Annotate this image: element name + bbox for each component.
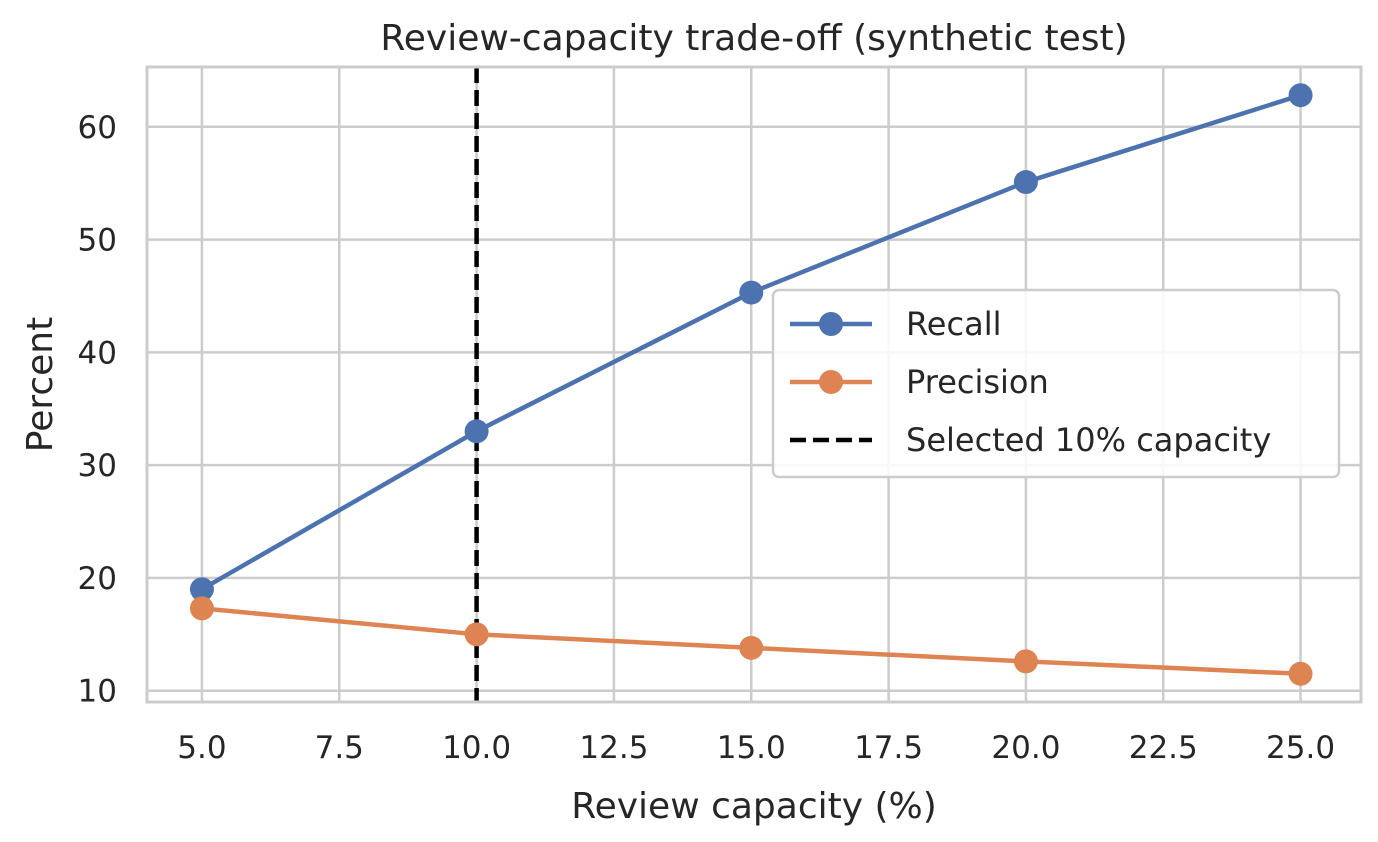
legend-box xyxy=(771,288,1341,479)
y-tick-label: 60 xyxy=(78,110,117,146)
x-tick-label: 15.0 xyxy=(717,730,786,766)
legend: Recall Precision Selected 10% capacity xyxy=(771,288,1341,479)
x-tick-label: 5.0 xyxy=(177,730,226,766)
data-point-recall xyxy=(1288,83,1313,108)
data-point-precision xyxy=(739,635,764,660)
series-lines xyxy=(189,83,1313,686)
legend-label: Selected 10% capacity xyxy=(906,421,1271,459)
y-tick-label: 40 xyxy=(78,335,117,371)
x-tick-label: 20.0 xyxy=(991,730,1060,766)
x-tick-label: 7.5 xyxy=(315,730,364,766)
legend-marker xyxy=(819,370,843,394)
y-tick-label: 30 xyxy=(78,448,117,484)
data-point-precision xyxy=(1288,661,1313,686)
data-point-recall xyxy=(739,280,764,305)
legend-label: Precision xyxy=(906,363,1049,401)
data-point-precision xyxy=(464,622,489,647)
data-point-precision xyxy=(189,596,214,621)
chart-title: Review-capacity trade-off (synthetic tes… xyxy=(380,18,1127,59)
x-tick-label: 17.5 xyxy=(854,730,923,766)
x-tick-label: 22.5 xyxy=(1129,730,1198,766)
legend-label: Recall xyxy=(906,305,1001,343)
tick-labels: 5.0 7.5 10.0 12.5 15.0 17.5 20.0 22.5 25.0 10 20 30… xyxy=(78,110,1336,766)
y-axis-label: Percent xyxy=(20,317,61,452)
data-point-recall xyxy=(1013,170,1038,195)
y-tick-label: 50 xyxy=(78,223,117,259)
y-tick-label: 10 xyxy=(78,674,117,710)
x-tick-label: 25.0 xyxy=(1266,730,1335,766)
x-axis-label: Review capacity (%) xyxy=(571,786,937,827)
legend-marker xyxy=(819,312,843,336)
x-tick-label: 10.0 xyxy=(442,730,511,766)
data-point-recall xyxy=(189,577,214,602)
x-tick-label: 12.5 xyxy=(579,730,648,766)
data-point-recall xyxy=(464,419,489,444)
y-tick-label: 20 xyxy=(78,561,117,597)
data-point-precision xyxy=(1013,649,1038,674)
plot-frame xyxy=(145,65,1363,704)
